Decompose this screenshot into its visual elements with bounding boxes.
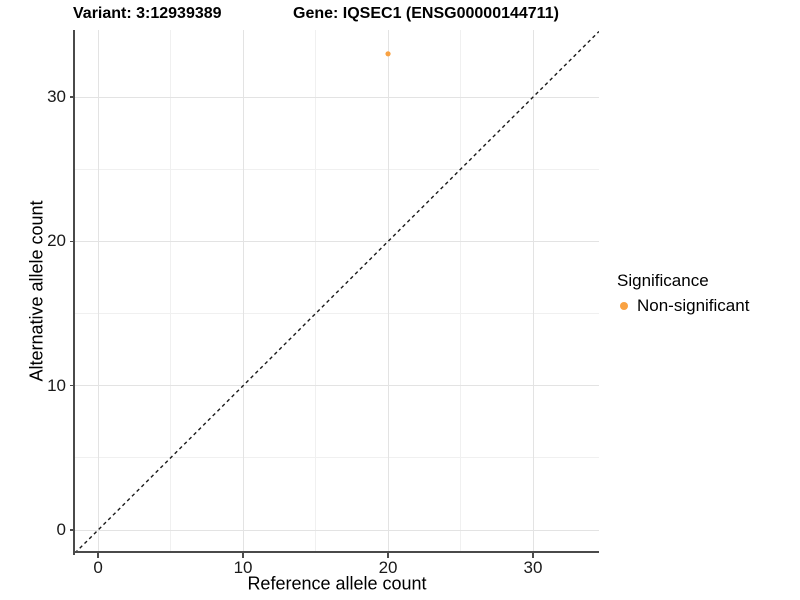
plot-overlay	[75, 30, 599, 553]
y-tick-label: 0	[56, 520, 66, 540]
y-tick-label: 10	[47, 375, 66, 395]
gridline-y-major	[75, 96, 599, 98]
x-tick-label: 20	[378, 558, 398, 577]
x-tick-mark	[97, 553, 99, 558]
data-point	[385, 51, 391, 57]
gridline-y-major	[75, 240, 599, 242]
gridline-x-major	[97, 30, 99, 553]
x-tick-mark	[387, 553, 389, 558]
gridline-y-minor	[75, 168, 599, 170]
legend-items: Non-significant	[617, 296, 749, 316]
legend-title: Significance	[617, 271, 709, 290]
x-axis-title: Reference allele count	[247, 573, 427, 594]
plot-title-gene: Gene: IQSEC1 (ENSG00000144711)	[293, 5, 559, 22]
gridline-y-major	[75, 385, 599, 387]
y-axis-title: Alternative allele count	[26, 200, 47, 382]
gridline-x-minor	[460, 30, 462, 553]
gridline-x-major	[532, 30, 534, 553]
x-tick-label: 30	[523, 558, 543, 577]
y-tick-mark	[70, 240, 75, 243]
legend-item-label: Non-significant	[637, 296, 750, 315]
y-tick-mark	[70, 384, 75, 387]
gridline-y-major	[75, 529, 599, 531]
gridline-y-minor	[75, 457, 599, 459]
y-tick-label: 20	[47, 231, 66, 251]
gridline-x-minor	[315, 30, 317, 553]
plot-title-variant: Variant: 3:12939389	[73, 5, 222, 22]
gridline-y-minor	[75, 313, 599, 315]
y-tick-mark	[70, 96, 75, 98]
legend: Significance Non-significant	[617, 271, 749, 316]
y-tick-mark	[70, 529, 75, 531]
identity-line	[75, 30, 599, 553]
x-tick-label: 0	[93, 558, 103, 577]
gridline-x-minor	[170, 30, 172, 553]
gridline-x-major	[387, 30, 389, 553]
x-tick-mark	[242, 553, 244, 558]
y-axis-line	[73, 30, 75, 555]
y-tick-label: 30	[47, 87, 66, 107]
x-axis-line	[73, 551, 599, 553]
plot-panel	[75, 30, 599, 553]
x-tick-label: 10	[233, 558, 253, 577]
gridline-x-major	[242, 30, 244, 553]
x-tick-mark	[532, 553, 534, 558]
legend-item: Non-significant	[617, 296, 749, 316]
legend-point-icon	[620, 302, 628, 310]
